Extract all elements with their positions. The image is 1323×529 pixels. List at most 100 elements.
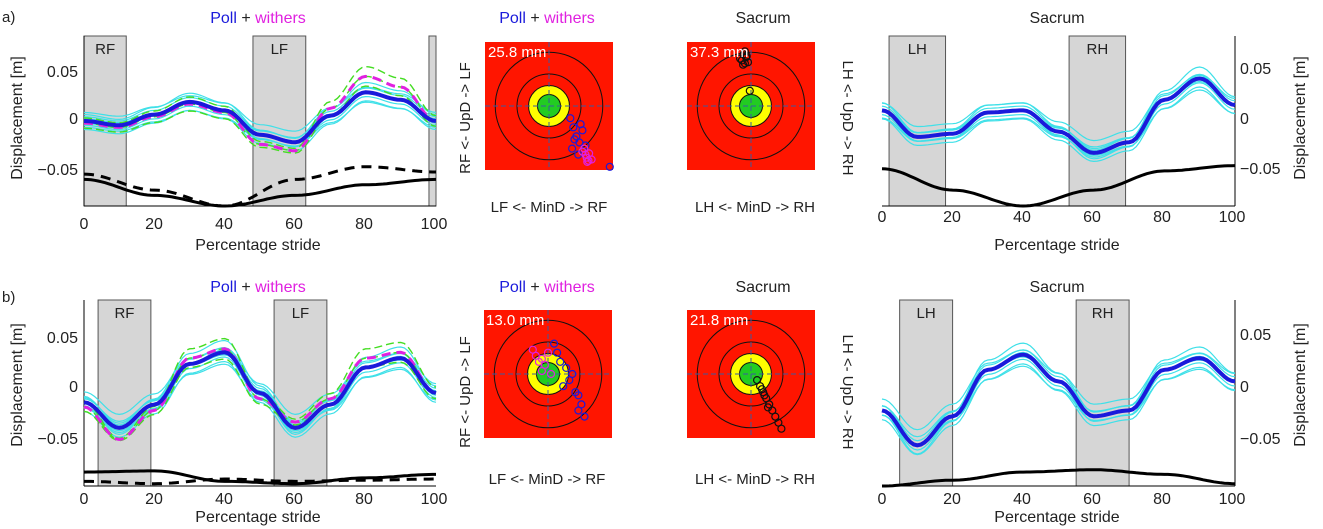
x-tick: 20 (145, 216, 163, 233)
target-point-poll (566, 114, 575, 123)
poll-mean-line (83, 350, 437, 430)
x-tick: 40 (1013, 491, 1031, 508)
y-tick: 0 (1240, 111, 1249, 128)
x-tick: 80 (355, 491, 373, 508)
y-axis-label: Displacement [m] (9, 56, 26, 180)
panel-b-poll-target: Poll + withers 13.0 mm RF <- UpD -> LF L… (457, 279, 612, 488)
target-point-poll (567, 144, 577, 153)
x-tick: 60 (285, 491, 303, 508)
y-tick: −0.05 (1240, 431, 1281, 448)
panel-a-sacrum-target: Sacrum 37.3 mm LH <- UpD -> RH LH <- Min… (687, 10, 856, 216)
x-tick: 40 (215, 491, 233, 508)
title-poll: Poll (499, 10, 526, 27)
stride-trace-cyan (83, 339, 437, 426)
title-poll: Poll (210, 279, 237, 296)
band-label: LF (271, 41, 289, 58)
x-tick: 60 (285, 216, 303, 233)
y-tick: −0.05 (38, 431, 79, 448)
stance-band (1068, 35, 1127, 207)
row-label-b: b) (2, 289, 15, 306)
target-point-sacrum (777, 424, 786, 433)
x-axis-label: LF <- MinD -> RF (491, 199, 608, 216)
stride-trace-cyan (881, 66, 1236, 151)
target-point-poll (574, 391, 583, 400)
title-withers: withers (254, 279, 306, 296)
x-tick: 80 (1153, 491, 1171, 508)
x-tick: 20 (943, 209, 961, 226)
y-axis-label: RF <- UpD -> LF (457, 336, 474, 448)
poll-mean-line (83, 90, 437, 145)
panel-title: Sacrum (735, 10, 790, 27)
stride-trace-cyan (881, 363, 1236, 456)
target-point-poll (562, 363, 571, 372)
stance-band (899, 299, 954, 487)
panel-title: Poll + withers (210, 10, 306, 27)
x-tick: 60 (1083, 491, 1101, 508)
target-point-poll (576, 120, 585, 129)
y-axis-label: LH <- UpD -> RH (839, 60, 856, 175)
band-label: LF (292, 305, 310, 322)
x-axis-label: LH <- MinD -> RH (695, 471, 815, 488)
x-axis-label: LH <- MinD -> RH (695, 199, 815, 216)
x-tick: 60 (1083, 209, 1101, 226)
stride-trace-green (83, 348, 437, 441)
y-tick: −0.05 (38, 162, 79, 179)
stride-trace-green (83, 85, 437, 154)
target-point-sacrum (745, 86, 754, 95)
x-tick: 80 (355, 216, 373, 233)
target-area (485, 42, 614, 171)
target-point-withers (546, 369, 556, 379)
y-tick: 0.05 (1240, 61, 1271, 78)
stride-trace-green (83, 65, 437, 150)
stance-band (1075, 299, 1130, 487)
panel-b-sacrum: Sacrum LH RH Displacement [m] Percentage … (878, 279, 1309, 526)
y-axis-label: Displacement [m] (1292, 56, 1309, 180)
target-point-sacrum (743, 58, 753, 67)
panel-title: Sacrum (1029, 279, 1084, 296)
asymmetry-solid-line (83, 177, 437, 208)
x-tick: 0 (878, 209, 887, 226)
target-area (687, 42, 815, 170)
stance-band (252, 35, 307, 207)
asymmetry-dashed-line (84, 477, 436, 486)
x-tick: 0 (80, 491, 89, 508)
x-tick: 80 (1153, 209, 1171, 226)
target-point-poll (569, 123, 578, 132)
target-point-poll (605, 162, 614, 171)
target-point-withers (537, 366, 547, 376)
stride-trace-green (83, 337, 437, 440)
target-point-poll (559, 382, 568, 391)
target-point-poll (565, 376, 574, 385)
y-axis-label: RF <- UpD -> LF (457, 62, 474, 174)
sacrum-mean-line (881, 76, 1236, 155)
band-label: RF (114, 305, 134, 322)
target-point-poll (580, 412, 589, 421)
title-withers: withers (543, 279, 595, 296)
stride-trace-cyan (881, 349, 1236, 442)
stride-trace-cyan (881, 365, 1236, 447)
y-tick: 0.05 (47, 64, 78, 81)
target-point-sacrum (742, 51, 751, 61)
target-point-poll (552, 348, 562, 357)
target-point-poll (556, 357, 565, 366)
stance-band (273, 299, 328, 487)
y-tick: 0 (1240, 379, 1249, 396)
panel-a-sacrum: Sacrum LH RH Displacement [m] Percentage … (878, 10, 1309, 254)
title-poll: Poll (210, 10, 237, 27)
asymmetry-dashed-line (83, 165, 436, 208)
stride-trace-cyan (881, 349, 1236, 431)
x-tick: 100 (1219, 209, 1246, 226)
x-axis-label: LF <- MinD -> RF (489, 471, 606, 488)
band-label: LH (917, 305, 936, 322)
y-axis-label: Displacement [m] (1292, 323, 1309, 447)
x-tick: 40 (215, 216, 233, 233)
line-plot-area: RF LF (83, 35, 437, 208)
asymmetry-solid-line (882, 468, 1236, 488)
target-point-sacrum (740, 47, 750, 56)
panel-b-sacrum-target: Sacrum 21.8 mm LH <- UpD -> RH LH <- Min… (687, 279, 856, 488)
y-axis-label: LH <- UpD -> RH (839, 334, 856, 449)
target-value: 37.3 mm (690, 44, 748, 61)
target-area (687, 310, 815, 438)
panel-title: Poll + withers (210, 279, 306, 296)
band-label: RF (95, 41, 115, 58)
